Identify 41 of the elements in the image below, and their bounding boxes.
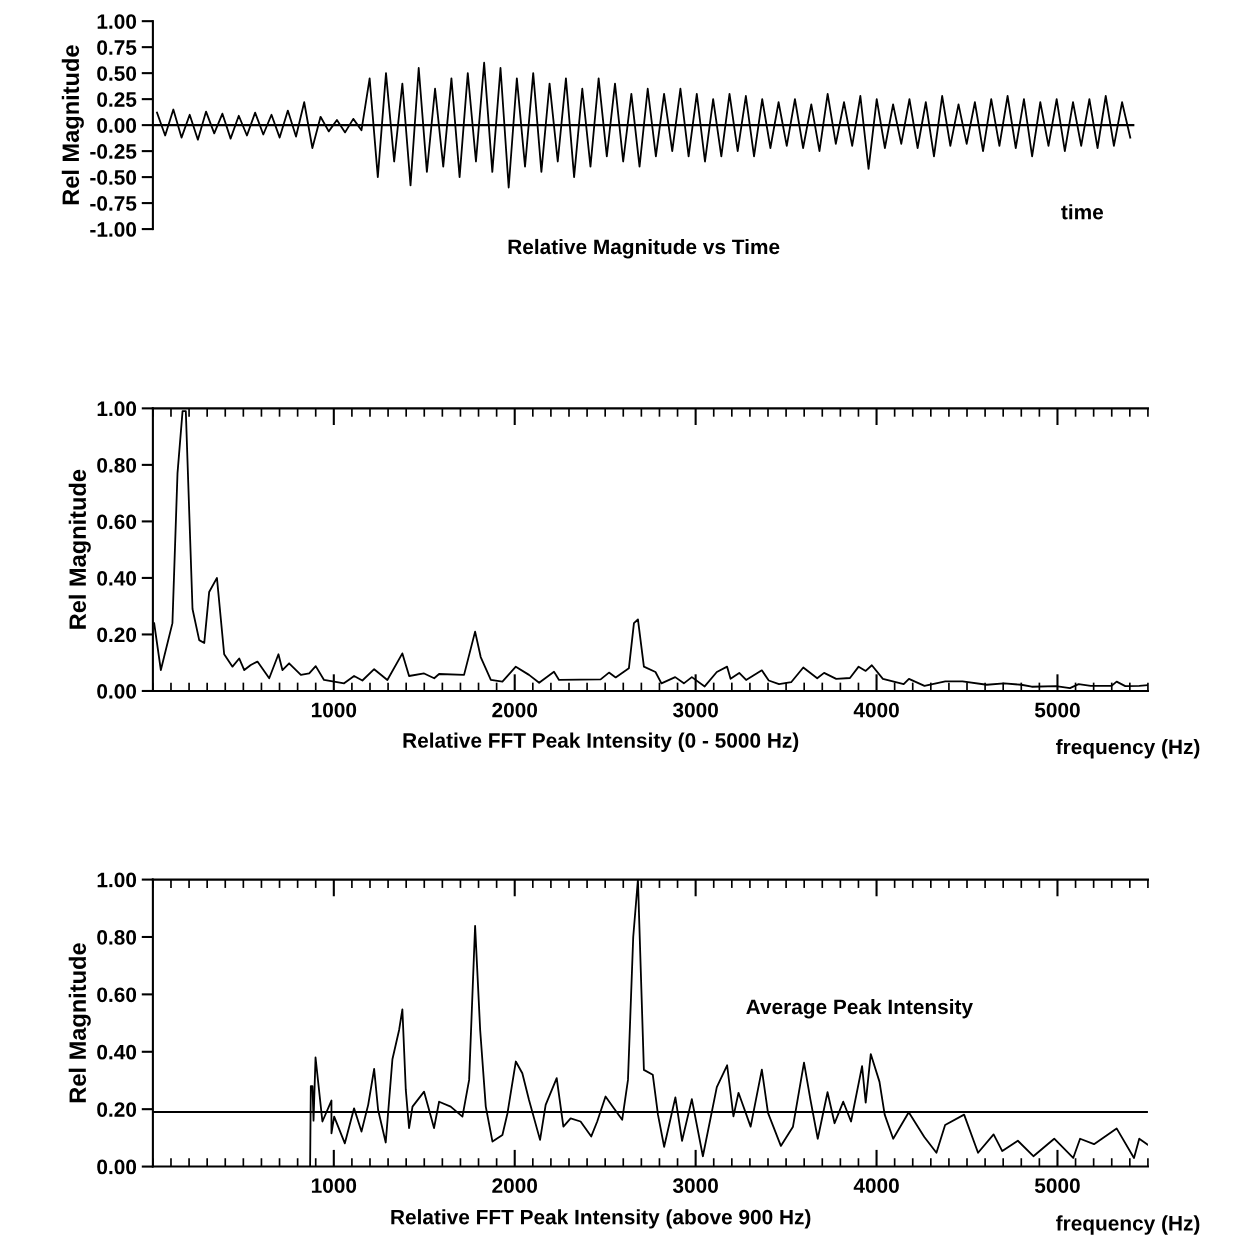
x-tick-label: 2000 <box>492 1178 538 1193</box>
y-tick-label: 0.00 <box>97 683 137 699</box>
x-tick-label: 5000 <box>1034 1178 1080 1193</box>
y-tick-label: 0.20 <box>97 1102 137 1117</box>
x-tick-label: 3000 <box>672 702 718 718</box>
y-tick-label: 0.75 <box>97 40 137 55</box>
text: Relative Magnitude vs Time <box>508 238 780 259</box>
y-tick-label: 0.60 <box>97 514 137 530</box>
y-tick-label: 0.25 <box>97 92 137 107</box>
y-tick-label: 0.40 <box>97 570 137 586</box>
x-tick-label: 4000 <box>853 1178 899 1193</box>
y-axis-title: Rel Magnitude <box>61 45 84 205</box>
x-axis-title: frequency (Hz) <box>1056 1215 1200 1235</box>
x-tick-label: 4000 <box>853 702 899 718</box>
text: Relative FFT Peak Intensity (0 - 5000 Hz) <box>403 732 799 752</box>
x-tick-label: 3000 <box>672 1178 718 1194</box>
y-tick-label: -0.50 <box>90 170 137 185</box>
y-axis-title: Rel Magnitude <box>68 943 91 1103</box>
ref-line-label: Average Peak Intensity <box>746 998 973 1019</box>
y-axis-title: Rel Magnitude <box>68 469 91 629</box>
y-tick-label: 0.80 <box>97 929 137 945</box>
y-tick-label: 0.00 <box>97 1159 137 1175</box>
x-axis-title: time <box>1061 204 1104 220</box>
y-tick-label: 0.00 <box>97 118 137 133</box>
y-tick-label: 0.20 <box>97 627 137 643</box>
y-tick-label: 0.50 <box>97 66 137 81</box>
x-tick-label: 5000 <box>1034 702 1080 718</box>
x-tick-label: 1000 <box>311 702 357 718</box>
y-tick-label: 0.80 <box>97 457 137 473</box>
y-tick-label: 0.60 <box>97 987 137 1003</box>
y-tick-label: 1.00 <box>97 401 137 417</box>
text: Relative FFT Peak Intensity (above 900 Hz) <box>391 1209 811 1229</box>
y-tick-label: -0.25 <box>90 144 137 159</box>
x-tick-label: 2000 <box>492 702 538 718</box>
y-tick-label: -1.00 <box>90 222 137 237</box>
y-tick-label: 1.00 <box>97 14 137 29</box>
x-axis-title: frequency (Hz) <box>1056 739 1200 759</box>
y-tick-label: 1.00 <box>97 872 137 888</box>
y-tick-label: -0.75 <box>90 196 137 211</box>
y-tick-label: 0.40 <box>97 1044 137 1060</box>
x-tick-label: 1000 <box>311 1178 357 1193</box>
